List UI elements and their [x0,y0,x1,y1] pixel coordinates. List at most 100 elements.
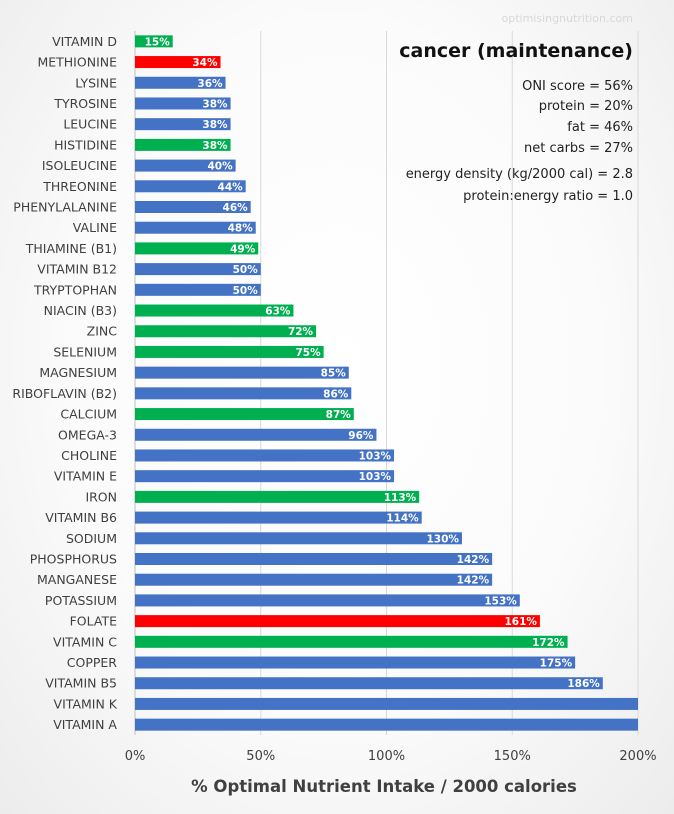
category-label: POTASSIUM [45,593,117,608]
value-label: 175% [540,658,573,670]
category-label: FOLATE [70,614,117,629]
category-label: THREONINE [42,179,117,194]
category-label: MAGNESIUM [39,365,117,380]
bar [135,180,246,193]
value-label: 103% [359,450,392,462]
bar [135,159,236,172]
bar [135,35,173,48]
bar [135,76,226,89]
value-label: 46% [223,202,249,214]
category-label: VITAMIN C [53,634,117,649]
category-label: VITAMIN B6 [45,510,117,525]
category-label: CALCIUM [60,407,117,422]
bar [135,470,395,483]
value-label: 87% [326,409,352,421]
x-tick-label: 150% [494,749,531,764]
category-label: IRON [85,489,117,504]
bar [135,138,231,151]
category-label: VALINE [73,220,117,235]
value-label: 36% [197,78,223,90]
value-label: 186% [567,678,600,690]
value-label: 38% [202,119,228,131]
category-label: ISOLEUCINE [42,158,117,173]
bar [135,615,540,628]
bar [135,594,520,607]
bars [135,35,638,731]
value-label: 130% [426,533,459,545]
value-label: 50% [233,264,259,276]
bar [135,511,422,524]
gridlines [134,31,639,735]
value-label: 72% [288,326,314,338]
category-label: SODIUM [66,531,117,546]
category-label: VITAMIN B5 [45,676,117,691]
value-label: 49% [230,243,256,255]
category-label: TYROSINE [53,96,117,111]
bar [135,97,231,110]
value-label: 172% [532,637,565,649]
value-label: 44% [218,181,244,193]
category-label: CHOLINE [61,448,117,463]
x-tick-label: 100% [368,749,405,764]
bar [135,304,294,317]
category-label: PHOSPHORUS [30,552,117,567]
bar [135,201,251,213]
stat-line: energy density (kg/2000 cal) = 2.8 [406,167,633,182]
stat-line: fat = 46% [567,120,633,135]
value-label: 142% [457,554,490,566]
stat-line: protein = 20% [539,99,633,114]
x-tick-label: 200% [619,749,656,764]
value-label: 161% [504,616,537,628]
bar [135,408,354,421]
category-label: LEUCINE [63,117,117,132]
value-label: 86% [323,388,349,400]
bar [135,553,493,565]
category-label: COPPER [67,655,118,670]
category-label: METHIONINE [37,55,117,70]
category-label: THIAMINE (B1) [25,241,117,256]
category-label: VITAMIN E [54,469,117,484]
bar [135,118,231,131]
bar [135,677,603,690]
value-label: 38% [202,140,228,152]
x-tick-label: 50% [246,749,275,764]
bar [135,345,324,358]
watermark: optimisingnutrition.com [502,12,634,25]
value-label: 40% [207,161,233,173]
bar [135,242,259,255]
value-label: 34% [192,57,218,69]
bar [135,532,462,545]
value-label: 114% [386,513,419,525]
chart-title: cancer (maintenance) [399,40,633,62]
category-label: HISTIDINE [54,137,117,152]
value-label: 113% [384,492,417,504]
value-label: 15% [145,36,171,48]
value-label: 63% [265,306,291,318]
bar [135,718,638,731]
bar [135,56,221,69]
category-label: TRYPTOPHAN [33,282,117,297]
category-label: VITAMIN B12 [37,262,117,277]
category-label: LYSINE [75,75,117,90]
value-label: 142% [457,575,490,587]
bar [135,573,493,586]
category-label: PHENYLALANINE [13,200,117,215]
x-axis-label: % Optimal Nutrient Intake / 2000 calorie… [191,777,577,796]
bar [135,697,638,710]
category-label: NIACIN (B3) [44,303,117,318]
value-label: 85% [321,368,347,380]
x-tick-label: 0% [125,749,146,764]
bar [135,221,256,234]
bar [135,656,576,669]
value-label: 153% [484,595,517,607]
value-label: 103% [359,471,392,483]
bar [135,449,395,462]
bar [135,387,352,400]
category-label: ZINC [87,324,118,339]
bar [135,283,261,296]
value-label: 38% [202,98,228,110]
category-label: OMEGA-3 [58,427,117,442]
stat-line: ONI score = 56% [522,79,633,94]
